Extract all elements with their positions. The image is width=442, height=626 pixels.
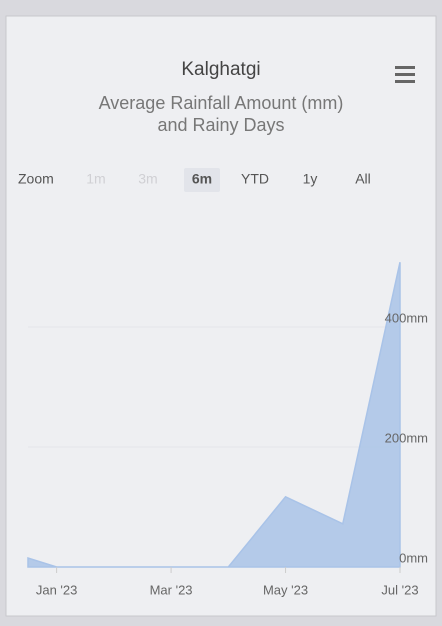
menu-button[interactable] [395,66,415,83]
x-tick-label: Mar '23 [150,582,193,597]
y-tick-label: 200mm [385,430,428,445]
zoom-button[interactable]: All [355,171,371,187]
zoom-button: 3m [138,171,157,187]
zoom-button: 1m [86,171,105,187]
x-tick-label: Jan '23 [36,582,78,597]
menu-bar [395,73,415,76]
zoom-button[interactable]: 1y [303,171,318,187]
chart-title: Kalghatgi [181,59,260,80]
zoom-button[interactable]: YTD [241,171,269,187]
x-tick-label: May '23 [263,582,308,597]
x-tick-label: Jul '23 [381,582,418,597]
chart: Kalghatgi Average Rainfall Amount (mm)an… [0,0,442,626]
y-tick-label: 400mm [385,310,428,325]
menu-bar [395,80,415,83]
menu-bar [395,66,415,69]
zoom-label: Zoom [18,171,54,187]
page: Kalghatgi Average Rainfall Amount (mm)an… [0,0,442,626]
zoom-button[interactable]: 6m [192,171,212,187]
y-tick-label: 0mm [399,550,428,565]
